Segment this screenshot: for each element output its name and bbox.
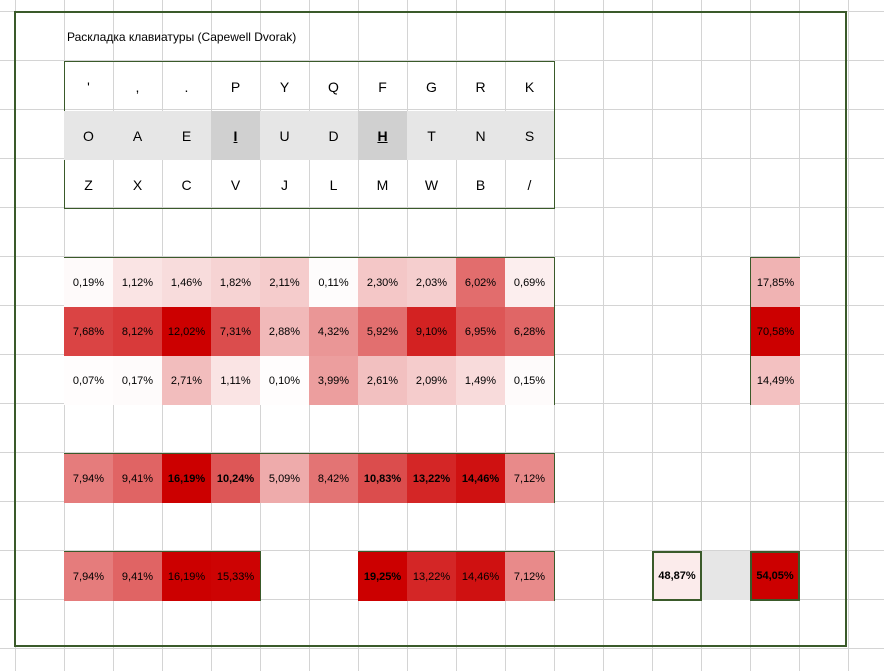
frequency-cell: 12,02%	[162, 307, 211, 356]
key-cell: F	[378, 78, 387, 95]
key-cell: T	[407, 111, 456, 160]
frequency-cell: 1,49%	[456, 356, 505, 405]
frequency-cell: 0,17%	[113, 356, 162, 405]
column-total-cell: 7,12%	[505, 454, 554, 503]
layout-frame	[14, 11, 847, 647]
sheet-title: Раскладка клавиатуры (Capewell Dvorak)	[67, 30, 297, 44]
key-cell: Z	[84, 176, 93, 193]
frequency-cell: 1,82%	[211, 258, 260, 307]
row-total-cell: 70,58%	[751, 307, 800, 356]
frequency-cell: 0,10%	[260, 356, 309, 405]
frequency-cell: 9,10%	[407, 307, 456, 356]
frequency-cell: 7,31%	[211, 307, 260, 356]
key-cell: .	[184, 78, 189, 95]
frequency-cell: 1,46%	[162, 258, 211, 307]
key-cell: U	[260, 111, 309, 160]
frequency-cell: 0,11%	[309, 258, 358, 307]
right-finger-cell: 7,12%	[505, 552, 554, 601]
left-finger-cell: 7,94%	[64, 552, 113, 601]
key-cell: Q	[328, 78, 339, 95]
frequency-cell: 6,28%	[505, 307, 554, 356]
key-cell: J	[281, 176, 288, 193]
key-cell: D	[309, 111, 358, 160]
frequency-cell: 0,15%	[505, 356, 554, 405]
key-cell: G	[426, 78, 437, 95]
frequency-cell: 8,12%	[113, 307, 162, 356]
column-total-cell: 14,46%	[456, 454, 505, 503]
row-total-cell: 14,49%	[751, 356, 800, 405]
key-cell: Y	[279, 78, 290, 95]
key-cell: L	[329, 176, 338, 193]
left-finger-cell: 16,19%	[162, 552, 211, 601]
left-finger-cell: 9,41%	[113, 552, 162, 601]
column-total-cell: 10,24%	[211, 454, 260, 503]
right-finger-cell: 13,22%	[407, 552, 456, 601]
key-cell: M	[376, 176, 389, 193]
key-cell: V	[230, 176, 241, 193]
key-cell: '	[87, 78, 90, 95]
frequency-cell: 2,09%	[407, 356, 456, 405]
frequency-cell: 6,02%	[456, 258, 505, 307]
key-cell: A	[113, 111, 162, 160]
key-cell: C	[181, 176, 192, 193]
gap-cell	[701, 551, 750, 600]
frequency-cell: 2,71%	[162, 356, 211, 405]
frequency-cell: 2,61%	[358, 356, 407, 405]
left-finger-cell: 15,33%	[211, 552, 260, 601]
column-total-cell: 5,09%	[260, 454, 309, 503]
frequency-cell: 6,95%	[456, 307, 505, 356]
key-cell: H	[358, 111, 407, 160]
key-cell: B	[475, 176, 486, 193]
column-total-cell: 10,83%	[358, 454, 407, 503]
frequency-cell: 2,30%	[358, 258, 407, 307]
frequency-cell: 1,12%	[113, 258, 162, 307]
key-cell: W	[424, 176, 439, 193]
key-cell: K	[524, 78, 535, 95]
frequency-cell: 3,99%	[309, 356, 358, 405]
key-cell: I	[211, 111, 260, 160]
column-total-cell: 16,19%	[162, 454, 211, 503]
right-finger-cell: 19,25%	[358, 552, 407, 601]
key-cell: X	[132, 176, 143, 193]
frequency-cell: 0,07%	[64, 356, 113, 405]
key-cell: R	[475, 78, 486, 95]
key-cell: O	[64, 111, 113, 160]
left-hand-total: 48,87%	[652, 551, 702, 601]
key-cell: ,	[135, 78, 140, 95]
frequency-cell: 2,88%	[260, 307, 309, 356]
frequency-cell: 2,11%	[260, 258, 309, 307]
frequency-cell: 1,11%	[211, 356, 260, 405]
frequency-cell: 7,68%	[64, 307, 113, 356]
key-cell: P	[230, 78, 241, 95]
frequency-cell: 5,92%	[358, 307, 407, 356]
key-cell: /	[527, 176, 532, 193]
column-total-cell: 9,41%	[113, 454, 162, 503]
column-total-cell: 8,42%	[309, 454, 358, 503]
row-total-cell: 17,85%	[751, 258, 800, 307]
key-cell: S	[505, 111, 554, 160]
frequency-cell: 0,19%	[64, 258, 113, 307]
column-total-cell: 13,22%	[407, 454, 456, 503]
right-finger-cell: 14,46%	[456, 552, 505, 601]
column-total-cell: 7,94%	[64, 454, 113, 503]
right-hand-total: 54,05%	[750, 551, 800, 601]
frequency-cell: 4,32%	[309, 307, 358, 356]
frequency-cell: 2,03%	[407, 258, 456, 307]
key-cell: E	[162, 111, 211, 160]
frequency-cell: 0,69%	[505, 258, 554, 307]
key-cell: N	[456, 111, 505, 160]
